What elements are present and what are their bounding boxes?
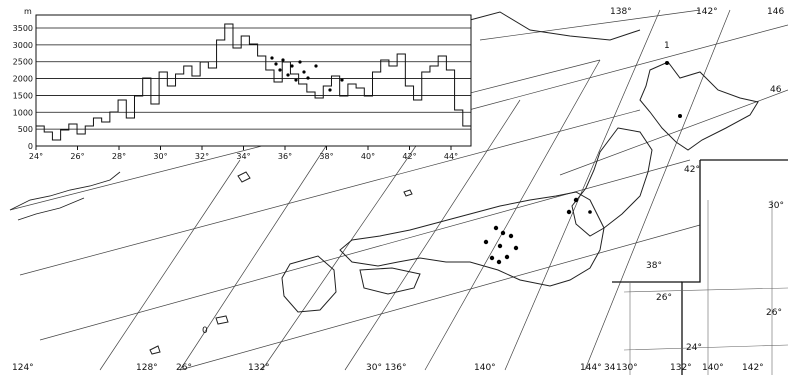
lon-label-bottom: 140°: [474, 363, 496, 373]
profile-dot: [340, 78, 344, 82]
lon-label-bottom: 142°: [742, 363, 764, 373]
inset-lat-label: 26°: [766, 308, 782, 318]
inset-lat-label: 30°: [768, 201, 784, 211]
profile-x-tick: 42°: [402, 152, 416, 161]
profile-x-ticks: 24° 26° 28° 30° 32° 34° 36° 38° 40° 42° 44°: [29, 146, 458, 161]
profile-dot: [306, 76, 310, 80]
mainland-coast: [9, 171, 121, 221]
map-labels: 138° 142° 146 46 42° 38° 30° 26° 26° 24°…: [12, 7, 784, 373]
profile-dot: [328, 88, 332, 92]
profile-dot: [302, 70, 306, 74]
small-mark: 1: [664, 41, 670, 51]
profile-x-tick: 28°: [112, 152, 126, 161]
profile-x-tick: 26°: [70, 152, 84, 161]
profile-y-unit: m: [24, 7, 32, 16]
profile-y-tick: 1000: [13, 108, 33, 117]
profile-dot: [290, 64, 294, 68]
lon-label-bottom: 130°: [616, 363, 638, 373]
inset-grid: [623, 200, 788, 375]
profile-x-tick: 32°: [195, 152, 209, 161]
lon-label-bottom: 140°: [702, 363, 724, 373]
profile-x-tick: 40°: [361, 152, 375, 161]
profile-dots: [270, 56, 344, 92]
lon-label-top: 142°: [696, 7, 718, 17]
profile-x-tick: 24°: [29, 152, 43, 161]
profile-y-tick: 3500: [13, 24, 33, 33]
lat-label-right: 42°: [684, 165, 700, 175]
lon-label-bottom: 132°: [248, 363, 270, 373]
profile-dot: [314, 64, 318, 68]
profile-dot: [278, 68, 282, 72]
profile-y-tick: 3000: [13, 41, 33, 50]
profile-y-ticks: 3500 3000 2500 2000 1500 1000 500 0: [13, 24, 33, 151]
profile-dot: [270, 56, 274, 60]
profile-y-tick: 500: [18, 125, 33, 134]
profile-y-tick: 1500: [13, 91, 33, 100]
profile-x-tick: 36°: [278, 152, 292, 161]
lon-label-top: 138°: [610, 7, 632, 17]
inset-lat-label: 24°: [686, 343, 702, 353]
profile-dot: [286, 73, 290, 77]
inset-box: [612, 159, 788, 375]
lon-label-bottom: 132°: [670, 363, 692, 373]
lon-label-bottom: 30° 136°: [366, 363, 407, 373]
lon-label-bottom: 144°: [580, 363, 602, 373]
profile-dot: [274, 62, 278, 66]
lat-label-right: 38°: [646, 261, 662, 271]
profile-x-tick: 44°: [444, 152, 458, 161]
profile-y-tick: 2500: [13, 58, 33, 67]
profile-dot: [281, 58, 285, 62]
sample-points: [483, 61, 682, 265]
profile-dot: [298, 60, 302, 64]
profile-y-tick: 0: [28, 142, 33, 151]
profile-x-tick: 34°: [236, 152, 250, 161]
profile-line: [36, 23, 471, 141]
small-mark: 0: [202, 326, 208, 336]
lon-label-bottom: 128°: [136, 363, 158, 373]
profile-dot: [294, 78, 298, 82]
lon-label-top: 146: [767, 7, 784, 17]
lon-label-bottom: 26°: [176, 363, 192, 373]
graticule: [9, 9, 788, 371]
lat-label-right: 46: [770, 85, 782, 95]
profile-y-tick: 2000: [13, 75, 33, 84]
profile-grid: [36, 27, 471, 147]
japan-outline: [149, 11, 759, 355]
profile-x-tick: 30°: [153, 152, 167, 161]
lon-label-bottom: 34: [604, 363, 616, 373]
profile-inset: 3500 3000 2500 2000 1500 1000 500 0 24° 26° 28° 30…: [13, 7, 472, 161]
inset-lat-label: 26°: [656, 293, 672, 303]
profile-x-tick: 38°: [319, 152, 333, 161]
lon-label-bottom: 124°: [12, 363, 34, 373]
